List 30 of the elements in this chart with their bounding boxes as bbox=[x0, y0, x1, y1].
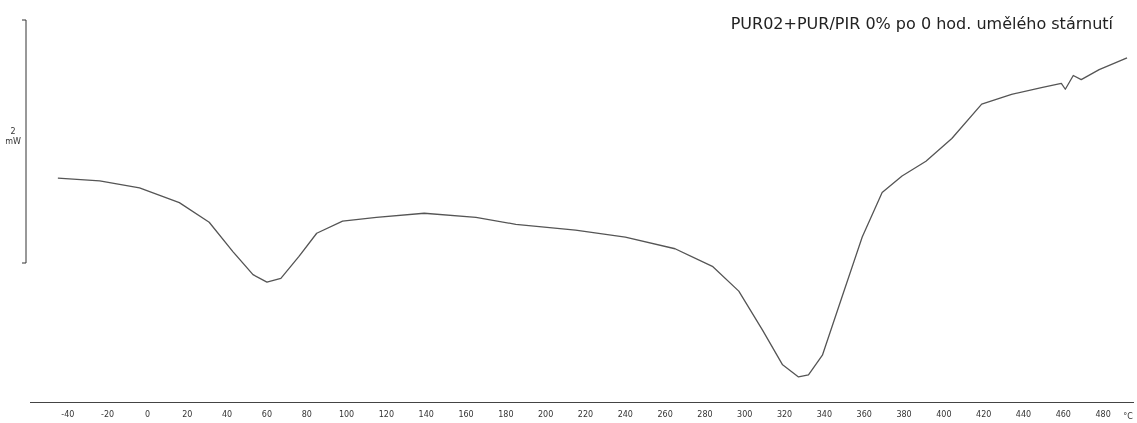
x-tick-label: 380 bbox=[896, 410, 912, 420]
x-tick-label: -20 bbox=[101, 410, 115, 420]
chart-title: PUR02+PUR/PIR 0% po 0 hod. umělého stárnutí bbox=[730, 14, 1113, 33]
x-tick-label: 120 bbox=[378, 410, 395, 420]
x-tick-label: 100 bbox=[338, 410, 355, 420]
y-axis-title: 2 mW bbox=[5, 127, 21, 146]
x-tick-label: 200 bbox=[538, 410, 554, 420]
x-tick-label: 20 bbox=[182, 410, 193, 420]
x-tick-label: 320 bbox=[776, 410, 793, 420]
x-tick-label: 180 bbox=[498, 410, 514, 420]
x-tick-label: 360 bbox=[856, 410, 872, 420]
x-tick-label: -40 bbox=[61, 410, 75, 420]
x-tick-label: 460 bbox=[1055, 410, 1071, 420]
x-tick-label: 140 bbox=[418, 410, 434, 420]
x-tick-label: 80 bbox=[301, 410, 312, 420]
x-tick-label: 420 bbox=[976, 410, 992, 420]
x-tick-label: 480 bbox=[1095, 410, 1111, 420]
x-tick-label: 300 bbox=[737, 410, 753, 420]
x-tick-label: 220 bbox=[577, 410, 594, 420]
x-tick-label: 260 bbox=[657, 410, 673, 420]
x-tick-label: 400 bbox=[936, 410, 952, 420]
x-tick-label: 280 bbox=[697, 410, 713, 420]
x-tick-label: 440 bbox=[1015, 410, 1032, 420]
x-tick-label: 60 bbox=[261, 410, 273, 420]
x-tick-label: 0 bbox=[144, 410, 151, 420]
x-tick-label: 340 bbox=[816, 410, 833, 420]
x-tick-label: 240 bbox=[617, 410, 633, 420]
x-axis-title: °C bbox=[1123, 412, 1134, 422]
x-tick-label: 40 bbox=[222, 410, 233, 420]
x-tick-label: 160 bbox=[458, 410, 474, 420]
